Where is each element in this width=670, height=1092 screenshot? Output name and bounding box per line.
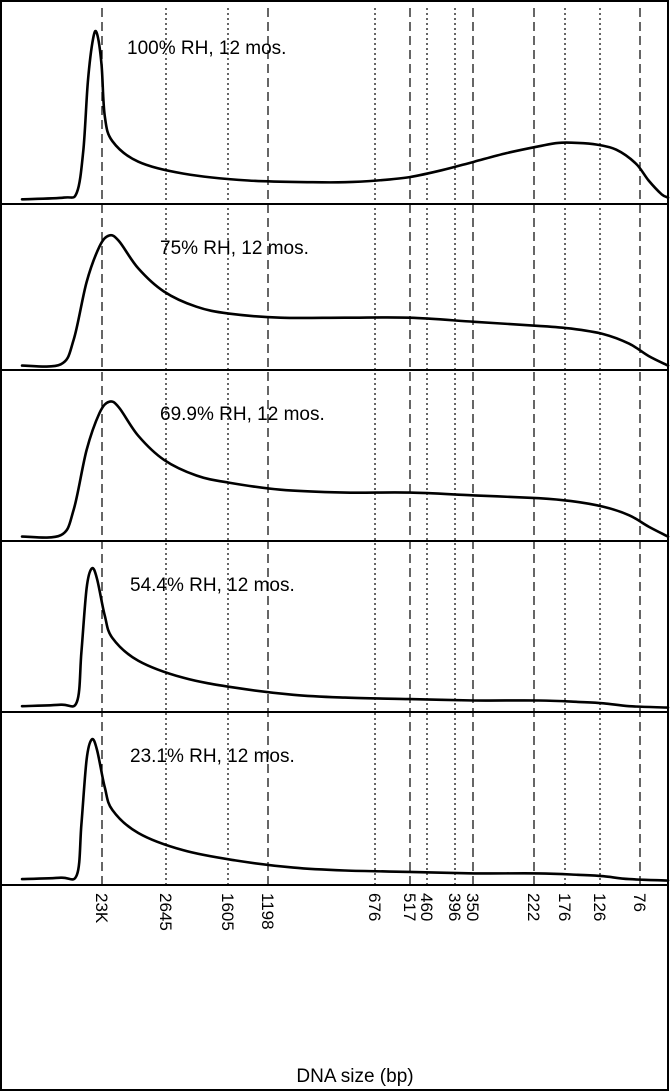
- tick-label-1198: 1198: [258, 893, 277, 930]
- tick-label-396: 396: [445, 893, 464, 921]
- tick-label-222: 222: [524, 893, 543, 921]
- tick-label-350: 350: [463, 893, 482, 921]
- trace-panel-2: [20, 233, 670, 368]
- x-axis-label: DNA size (bp): [296, 1066, 413, 1087]
- trace-panel-4: [20, 566, 670, 709]
- tick-label-517: 517: [400, 893, 419, 921]
- panel-label-5: 23.1% RH, 12 mos.: [130, 746, 295, 767]
- trace-layer: [20, 29, 670, 882]
- trace-panel-5: [20, 737, 670, 882]
- panel-label-2: 75% RH, 12 mos.: [160, 238, 309, 259]
- panel-label-4: 54.4% RH, 12 mos.: [130, 575, 295, 596]
- tick-label-1605: 1605: [218, 893, 237, 931]
- tick-label-460: 460: [417, 893, 436, 921]
- tick-label-176: 176: [555, 893, 574, 921]
- marker-guides: [101, 8, 641, 885]
- trace-panel-1: [20, 29, 670, 201]
- tick-label-2645: 2645: [156, 893, 175, 931]
- panel-labels: 100% RH, 12 mos. 75% RH, 12 mos. 69.9% RH,…: [127, 38, 325, 767]
- panel-label-3: 69.9% RH, 12 mos.: [160, 404, 325, 425]
- panel-label-1: 100% RH, 12 mos.: [127, 38, 286, 59]
- tick-label-76: 76: [630, 893, 649, 912]
- tick-label-676: 676: [365, 893, 384, 921]
- trace-panel-3: [20, 400, 670, 539]
- tick-label-23k: 23K: [92, 893, 111, 924]
- tick-label-126: 126: [590, 893, 609, 921]
